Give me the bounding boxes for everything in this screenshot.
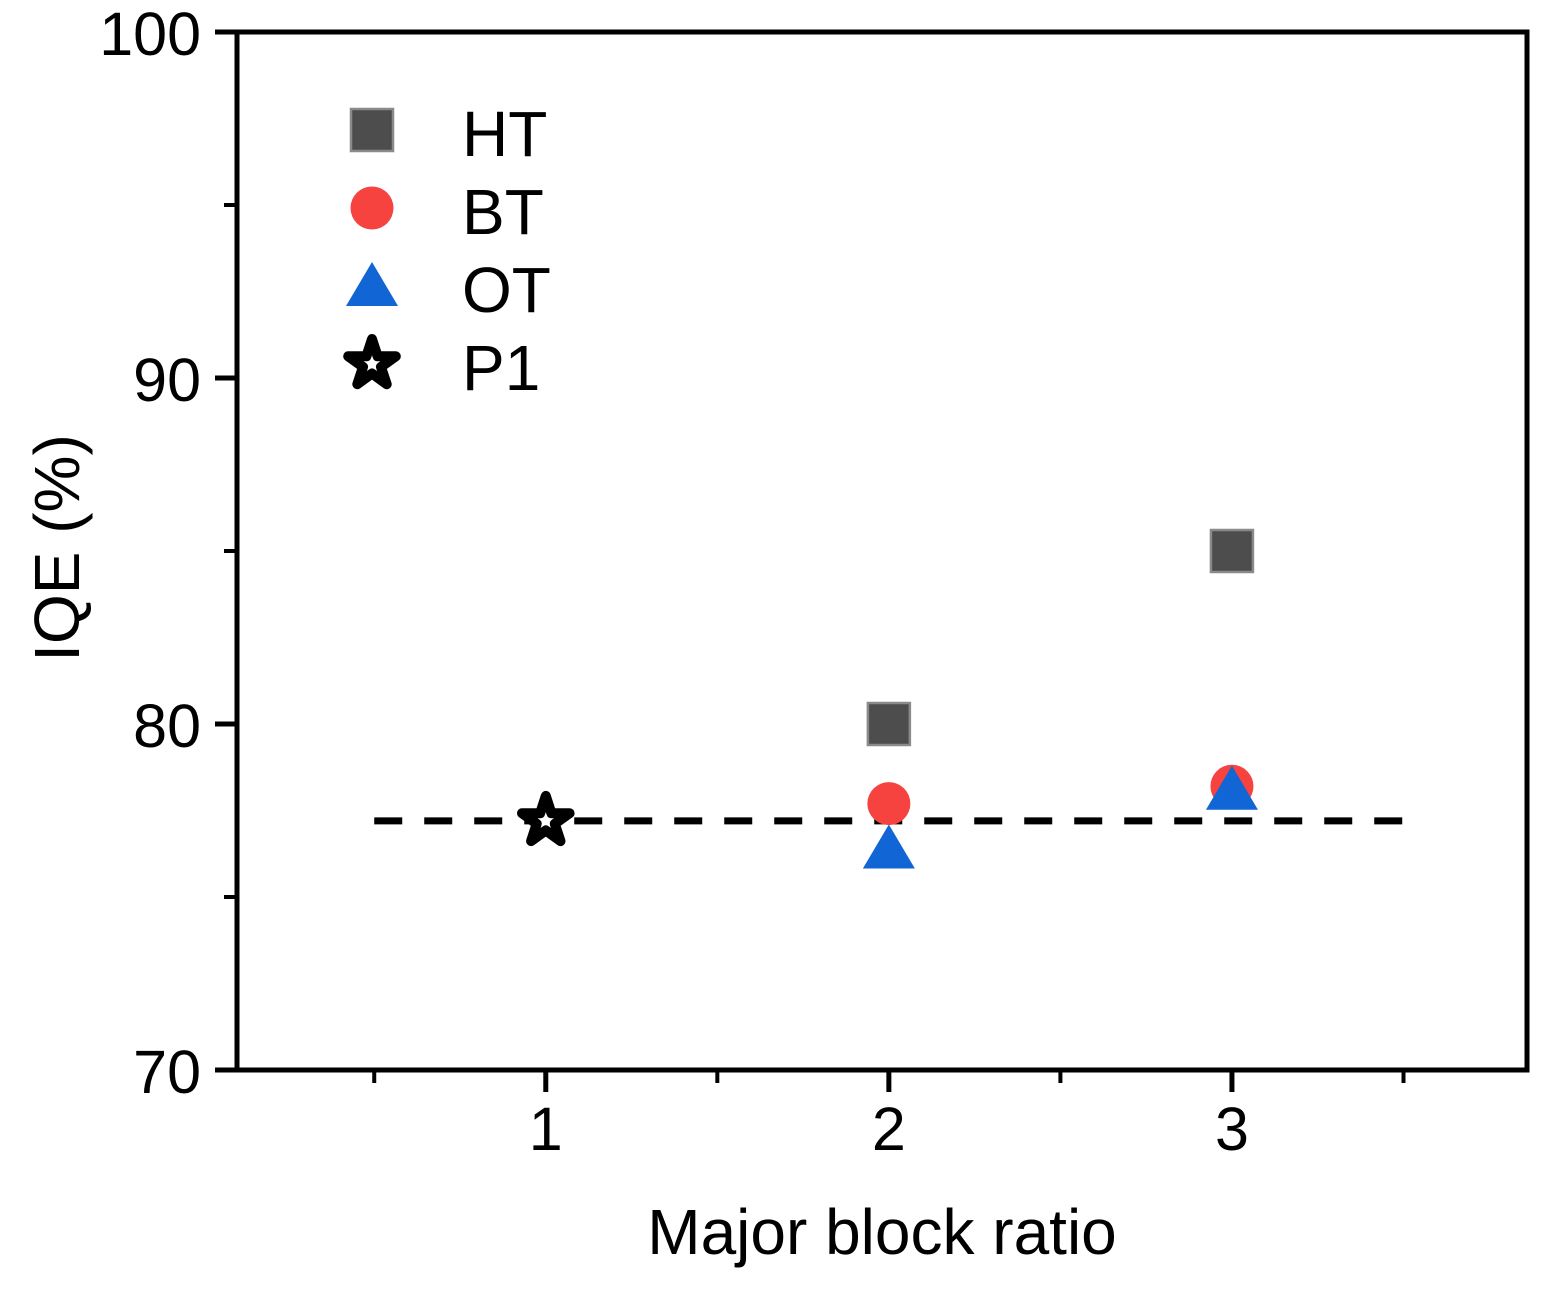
y-tick-label: 70	[133, 1038, 201, 1106]
legend-marker-OT-icon	[346, 262, 398, 306]
data-point-HT-x3	[1209, 528, 1255, 574]
plot-frame	[234, 29, 1530, 1073]
data-point-OT-x3	[1205, 765, 1258, 810]
x-tick-label: 1	[529, 1095, 563, 1163]
legend-label-OT: OT	[462, 254, 551, 326]
data-point-HT-x2	[866, 701, 912, 747]
data-point-BT-x2	[867, 782, 911, 826]
data-point-OT-x2	[862, 824, 915, 869]
x-tick-label: 3	[1215, 1095, 1249, 1163]
legend-label-HT: HT	[462, 98, 547, 170]
y-axis-title: IQE (%)	[21, 434, 93, 662]
legend-marker-BT-icon	[350, 186, 394, 230]
x-axis-title: Major block ratio	[647, 1196, 1117, 1268]
x-tick-label: 2	[872, 1095, 906, 1163]
legend-label-BT: BT	[462, 176, 544, 248]
legend-marker-HT-icon	[349, 107, 395, 153]
legend-label-P1: P1	[462, 332, 540, 404]
y-tick-label: 90	[133, 346, 201, 414]
legend-marker-P1-icon	[343, 334, 401, 390]
y-tick-label: 100	[99, 0, 201, 68]
y-tick-label: 80	[133, 692, 201, 760]
data-point-P1-x1	[517, 790, 575, 847]
